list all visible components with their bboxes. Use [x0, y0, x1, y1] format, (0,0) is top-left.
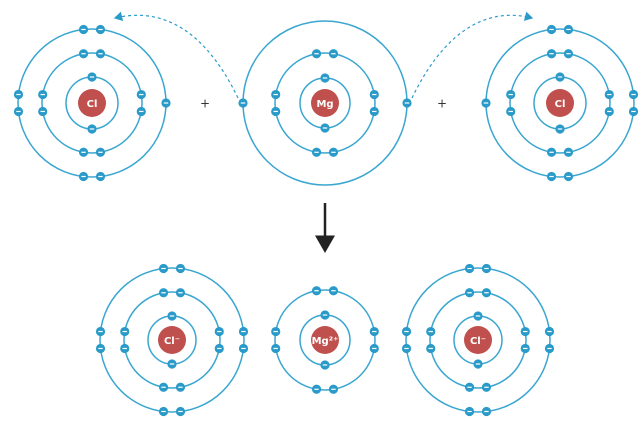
nucleus: [546, 89, 574, 117]
nucleus-label: Cl: [555, 99, 566, 110]
shell: [99, 267, 245, 413]
nucleus: [158, 326, 186, 354]
nucleus-label: Cl⁻: [164, 336, 180, 347]
transfer-arrow: [113, 11, 239, 99]
shell: [274, 289, 376, 391]
plus-sign: +: [200, 97, 210, 111]
shell: [123, 291, 221, 389]
shell: [509, 52, 611, 154]
nucleus-label: Mg: [316, 99, 333, 110]
plus-sign: +: [437, 97, 447, 111]
shell: [41, 52, 143, 154]
transfer-arrow: [411, 11, 534, 99]
nucleus-label: Cl: [87, 99, 98, 110]
nucleus: [78, 89, 106, 117]
nucleus-label: Mg²⁺: [312, 336, 339, 347]
nucleus-label: Cl⁻: [470, 336, 486, 347]
shell: [405, 267, 551, 413]
nucleus: [311, 89, 339, 117]
nucleus: [464, 326, 492, 354]
shell: [429, 291, 527, 389]
shell: [274, 52, 376, 154]
nucleus: [311, 326, 339, 354]
